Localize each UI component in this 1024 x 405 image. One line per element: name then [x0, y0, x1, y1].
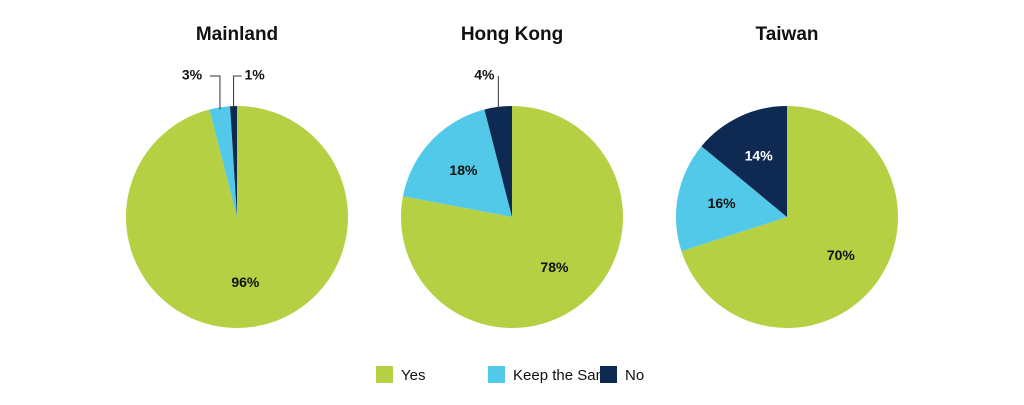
pie-slice [676, 146, 787, 252]
leader-line [209, 75, 221, 110]
chart-title: Taiwan [756, 24, 819, 45]
data-label: 1% [244, 67, 265, 83]
legend-label: Keep the Same [513, 367, 616, 384]
pie-slice [484, 106, 512, 217]
legend-label: Yes [401, 367, 425, 384]
data-label: 4% [474, 67, 495, 83]
data-label: 96% [231, 274, 260, 290]
pie-slice [681, 106, 898, 328]
data-label: 78% [540, 259, 569, 275]
data-label: 16% [708, 195, 737, 211]
legend-label: No [625, 367, 644, 384]
pie-slice [209, 106, 237, 217]
legend-swatch [376, 366, 393, 383]
pie-slice [701, 106, 787, 217]
legend-swatch [600, 366, 617, 383]
data-label: 3% [182, 67, 203, 83]
data-label: 14% [745, 147, 774, 163]
data-label: 18% [449, 162, 478, 178]
pie-slice [402, 109, 512, 217]
chart-title: Mainland [196, 24, 278, 45]
chart-title: Hong Kong [461, 24, 563, 45]
pie-slice [230, 106, 237, 217]
leader-line [233, 75, 242, 109]
data-label: 70% [827, 247, 856, 263]
legend-swatch [488, 366, 505, 383]
